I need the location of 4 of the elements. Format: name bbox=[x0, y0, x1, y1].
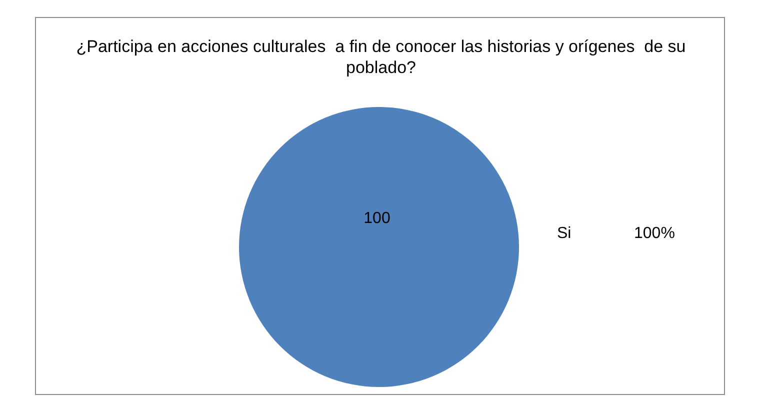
data-label: 100 bbox=[364, 210, 390, 227]
slice-label: Si bbox=[557, 225, 572, 242]
chart-title: ¿Participa en acciones culturales a fin de conocer las historias y orígenes de su poblado? bbox=[75, 36, 687, 78]
text: 100% bbox=[634, 225, 675, 242]
